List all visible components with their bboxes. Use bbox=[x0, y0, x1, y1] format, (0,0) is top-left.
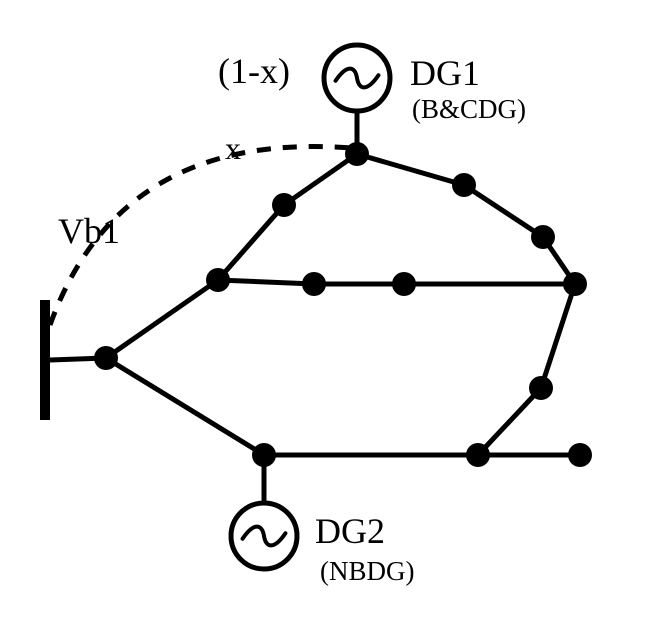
label-dg1-title: DG1 bbox=[410, 52, 480, 94]
label-dg1-sub: (B&CDG) bbox=[412, 94, 526, 125]
label-vb1: Vb1 bbox=[58, 210, 120, 252]
label-x: x bbox=[225, 130, 241, 167]
label-dg2-sub: (NBDG) bbox=[320, 556, 415, 587]
label-dg2-title: DG2 bbox=[315, 510, 385, 552]
label-one-minus-x: (1-x) bbox=[218, 50, 290, 92]
